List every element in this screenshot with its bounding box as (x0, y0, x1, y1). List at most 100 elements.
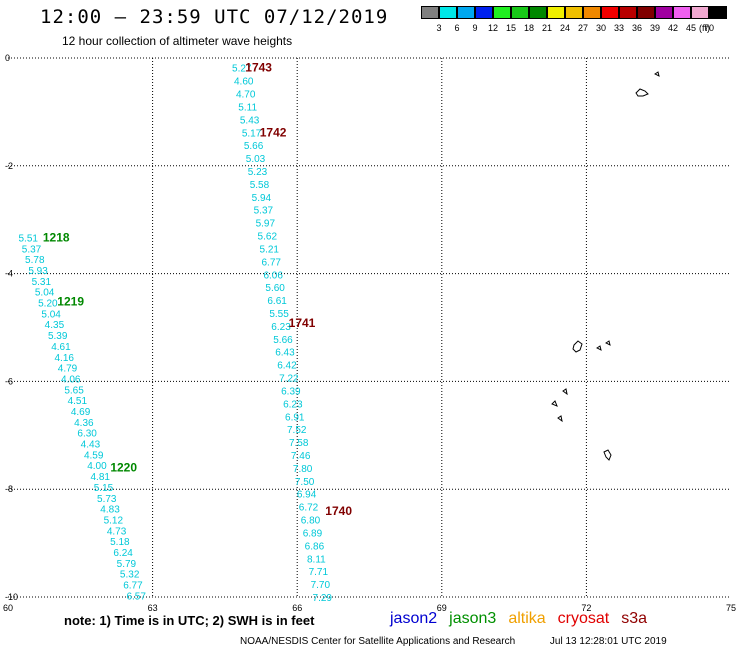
wave-height-value: 5.78 (25, 255, 45, 266)
satellite-jason3: jason3 (449, 610, 497, 627)
legend-label: 70 (703, 23, 714, 33)
wave-height-value: 7.52 (287, 425, 307, 436)
legend-swatch (457, 6, 475, 19)
wave-height-value: 5.21 (260, 244, 280, 255)
legend-label: 36 (631, 23, 642, 33)
legend-label: 39 (649, 23, 660, 33)
wave-height-value: 5.18 (110, 537, 130, 548)
legend-label: 3 (436, 23, 442, 33)
island-outline (605, 340, 611, 346)
legend-swatch (529, 6, 547, 19)
y-tick-label: 0 (5, 53, 10, 63)
wave-height-value: 4.81 (90, 472, 110, 483)
wave-height-value: 6.77 (123, 581, 143, 592)
x-tick-label: 66 (292, 603, 302, 613)
wave-height-value: 4.51 (68, 396, 88, 407)
wave-height-value: 5.65 (64, 385, 84, 396)
legend-swatch (439, 6, 457, 19)
wave-height-value: 7.80 (293, 464, 313, 475)
legend-swatch (637, 6, 655, 19)
satellite-altika: altika (508, 610, 546, 627)
y-tick-label: -8 (5, 484, 13, 494)
y-tick-label: -2 (5, 161, 13, 171)
legend-swatch (547, 6, 565, 19)
wave-height-value: 5.04 (41, 309, 61, 320)
wave-height-value: 6.94 (297, 490, 317, 501)
wave-height-value: 6.91 (285, 412, 305, 423)
y-tick-label: -10 (5, 592, 18, 602)
legend-swatch (619, 6, 637, 19)
wave-height-value: 6.43 (275, 348, 295, 359)
pass-label: 1219 (57, 295, 84, 309)
legend-label: 6 (454, 23, 460, 33)
wave-height-value: 5.11 (238, 102, 257, 113)
wave-height-value: 6.72 (299, 503, 319, 514)
wave-height-value: 5.58 (250, 180, 270, 191)
legend-label: 21 (541, 23, 552, 33)
legend-swatch (583, 6, 601, 19)
wave-height-value: 5.79 (117, 559, 137, 570)
wave-height-value: 4.59 (84, 450, 104, 461)
legend-label: 24 (559, 23, 570, 33)
wave-height-value: 7.70 (311, 580, 331, 591)
legend-swatch (565, 6, 583, 19)
island-outline (603, 449, 612, 461)
wave-height-value: 5.12 (104, 515, 124, 526)
satellite-legend: jason2 jason3 altika cryosat s3a (390, 610, 659, 628)
legend-label: 27 (577, 23, 588, 33)
wave-height-value: 4.16 (54, 353, 74, 364)
wave-height-value: 4.61 (51, 342, 71, 353)
wave-height-value: 5.31 (32, 277, 52, 288)
wave-height-value: 6.06 (263, 270, 283, 281)
wave-height-value: 5.60 (265, 283, 285, 294)
wave-height-value: 6.23 (283, 399, 303, 410)
wave-height-value: 5.15 (94, 483, 114, 494)
x-tick-label: 63 (148, 603, 158, 613)
legend-label: 15 (505, 23, 516, 33)
chart-subtitle: 12 hour collection of altimeter wave hei… (62, 34, 293, 48)
wave-height-value: 7.58 (289, 438, 309, 449)
footer-timestamp: Jul 13 12:28:01 UTC 2019 (549, 636, 667, 647)
legend-swatch (709, 6, 727, 19)
wave-height-value: 4.60 (234, 77, 254, 88)
legend-label: 33 (613, 23, 624, 33)
island-outline (557, 415, 563, 423)
satellite-jason2: jason2 (390, 610, 438, 627)
satellite-s3a: s3a (621, 610, 648, 627)
wave-height-value: 5.03 (246, 154, 266, 165)
legend-unit: (ft) (699, 23, 710, 33)
pass-label: 1220 (110, 461, 137, 475)
footer-credit: NOAA/NESDIS Center for Satellite Applica… (240, 636, 516, 647)
wave-height-value: 8.11 (307, 554, 326, 565)
wave-height-value: 5.43 (240, 115, 260, 126)
wave-height-value: 6.80 (301, 516, 321, 527)
wave-height-value: 5.94 (252, 193, 272, 204)
legend-swatch (493, 6, 511, 19)
wave-height-value: 5.23 (248, 167, 268, 178)
chart-title: 12:00 — 23:59 UTC 07/12/2019 (40, 6, 389, 28)
wave-height-value: 5.62 (258, 232, 278, 243)
wave-height-value: 4.70 (236, 90, 256, 101)
wave-height-value: 5.73 (97, 494, 117, 505)
legend-label: 12 (487, 23, 498, 33)
wave-height-value: 5.32 (120, 570, 140, 581)
wave-height-value: 4.00 (87, 461, 107, 472)
island-outline (654, 71, 660, 77)
wave-height-value: 6.39 (281, 386, 301, 397)
wave-height-value: 6.89 (303, 528, 323, 539)
island-outline (596, 345, 602, 351)
legend-label: 18 (523, 23, 534, 33)
y-tick-label: -4 (5, 269, 13, 279)
x-tick-label: 72 (581, 603, 591, 613)
wave-height-value: 5.66 (244, 141, 264, 152)
wave-height-value: 7.71 (309, 567, 329, 578)
island-outline (562, 388, 568, 396)
wave-height-value: 5.93 (28, 266, 48, 277)
wave-height-value: 5.39 (48, 331, 68, 342)
wave-height-value: 4.06 (61, 374, 81, 385)
legend-swatch (475, 6, 493, 19)
satellite-cryosat: cryosat (557, 610, 610, 627)
legend-swatch (673, 6, 691, 19)
wave-height-value: 5.20 (38, 299, 58, 310)
legend-label: 30 (595, 23, 606, 33)
